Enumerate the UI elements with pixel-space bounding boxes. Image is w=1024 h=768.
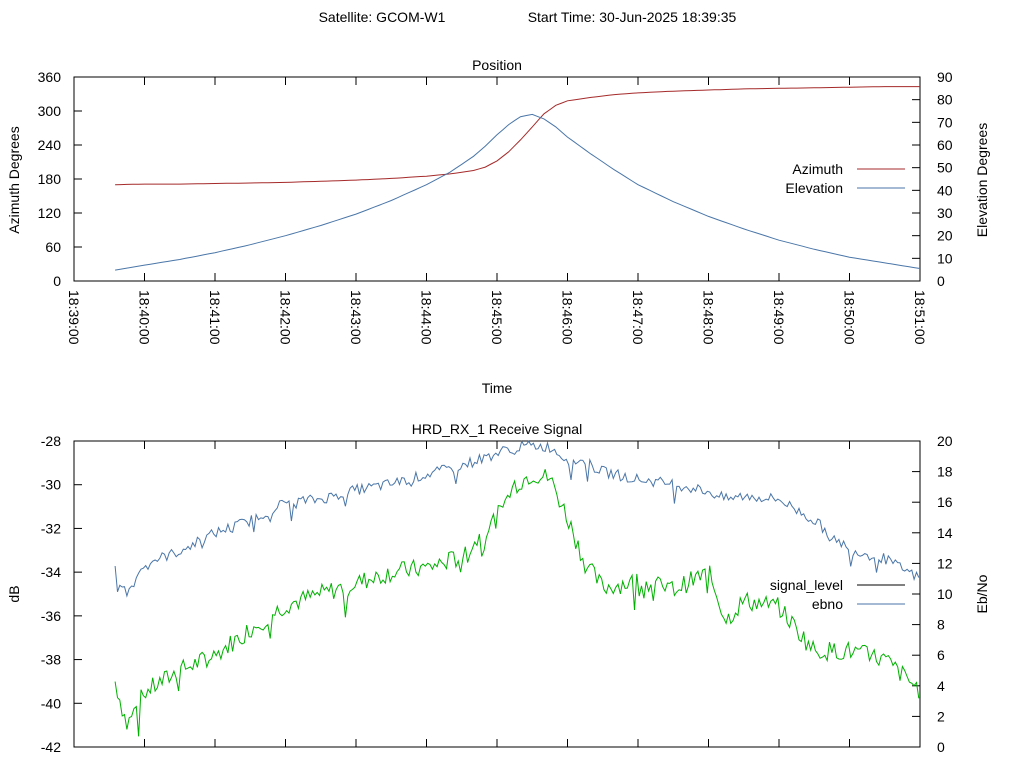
y-tick-label: -42 xyxy=(41,739,61,755)
legend-elevation-label: Elevation xyxy=(785,180,843,196)
y-tick-label: -40 xyxy=(41,695,61,711)
time-axis-label: Time xyxy=(482,380,513,396)
x-tick-label: 18:42:00 xyxy=(278,290,294,345)
x-tick-label: 18:41:00 xyxy=(207,290,223,345)
y2-tick-label: 18 xyxy=(937,464,953,480)
receive-signal-chart: HRD_RX_1 Receive Signal -42 -40 -38 -36 -34 -… xyxy=(6,421,990,755)
signal-plot-area xyxy=(73,440,921,748)
position-chart-title: Position xyxy=(472,57,522,73)
y-tick-label: -32 xyxy=(41,520,61,536)
x-tick-label: 18:43:00 xyxy=(348,290,364,345)
position-legend: Azimuth Elevation xyxy=(785,161,905,196)
y2-tick-label: 40 xyxy=(937,182,953,198)
y-tick-label: -36 xyxy=(41,608,61,624)
x-tick-label: 18:46:00 xyxy=(560,290,576,345)
start-time-label: Start Time: 30-Jun-2025 18:39:35 xyxy=(528,9,737,25)
azimuth-axis-label: Azimuth Degrees xyxy=(6,126,22,233)
db-axis-label: dB xyxy=(6,585,22,602)
y-tick-label: -34 xyxy=(41,564,61,580)
y2-tick-label: 0 xyxy=(937,273,945,289)
x-tick-label: 18:45:00 xyxy=(489,290,505,345)
x-tick-label: 18:44:00 xyxy=(419,290,435,345)
series-line-elevation xyxy=(115,113,921,271)
y2-tick-label: 16 xyxy=(937,494,953,510)
signal-legend: signal_level ebno xyxy=(770,577,905,612)
series-line-azimuth xyxy=(115,86,920,186)
legend-ebno-label: ebno xyxy=(812,596,843,612)
y2-tick-label: 20 xyxy=(937,433,953,449)
y-tick-label: 180 xyxy=(38,171,62,187)
receive-signal-chart-title: HRD_RX_1 Receive Signal xyxy=(412,421,582,437)
legend-azimuth-label: Azimuth xyxy=(792,161,843,177)
x-tick-label: 18:50:00 xyxy=(842,290,858,345)
x-tick-label: 18:47:00 xyxy=(630,290,646,345)
y2-tick-label: 4 xyxy=(937,678,945,694)
x-tick-label: 18:51:00 xyxy=(912,290,928,345)
y-tick-label: 120 xyxy=(38,205,62,221)
y-tick-label: 360 xyxy=(38,69,62,85)
y2-tick-label: 30 xyxy=(937,205,953,221)
y-tick-label: 300 xyxy=(38,103,62,119)
y-tick-label: 0 xyxy=(53,273,61,289)
y2-tick-label: 0 xyxy=(937,739,945,755)
y2-tick-label: 14 xyxy=(937,525,953,541)
y-tick-label: -38 xyxy=(41,652,61,668)
y2-tick-label: 90 xyxy=(937,69,953,85)
legend-signal-level-label: signal_level xyxy=(770,577,843,593)
y2-tick-label: 60 xyxy=(937,137,953,153)
y-tick-label: -28 xyxy=(41,433,61,449)
x-tick-label: 18:49:00 xyxy=(771,290,787,345)
y2-tick-label: 20 xyxy=(937,228,953,244)
satellite-label: Satellite: GCOM-W1 xyxy=(319,9,446,25)
y2-tick-label: 12 xyxy=(937,555,953,571)
series-line-signal-level xyxy=(114,469,920,737)
ebno-axis-label: Eb/No xyxy=(974,574,990,613)
y2-tick-label: 80 xyxy=(937,92,953,108)
position-chart: Position 0 60 120 180 240 300 360 0 10 20 30 40 50 6… xyxy=(6,57,990,396)
y-tick-label: 60 xyxy=(45,239,61,255)
x-tick-label: 18:39:00 xyxy=(66,290,82,345)
y2-tick-label: 10 xyxy=(937,250,953,266)
y2-tick-label: 70 xyxy=(937,114,953,130)
y2-tick-label: 10 xyxy=(937,586,953,602)
y-tick-label: -30 xyxy=(41,477,61,493)
y-tick-label: 240 xyxy=(38,137,62,153)
series-line-ebno xyxy=(114,440,920,598)
x-tick-label: 18:48:00 xyxy=(701,290,717,345)
y2-tick-label: 50 xyxy=(937,160,953,176)
y2-tick-label: 8 xyxy=(937,617,945,633)
elevation-axis-label: Elevation Degrees xyxy=(974,123,990,237)
y2-tick-label: 2 xyxy=(937,708,945,724)
position-plot-area xyxy=(73,76,921,282)
y2-tick-label: 6 xyxy=(937,647,945,663)
x-tick-label: 18:40:00 xyxy=(137,290,153,345)
